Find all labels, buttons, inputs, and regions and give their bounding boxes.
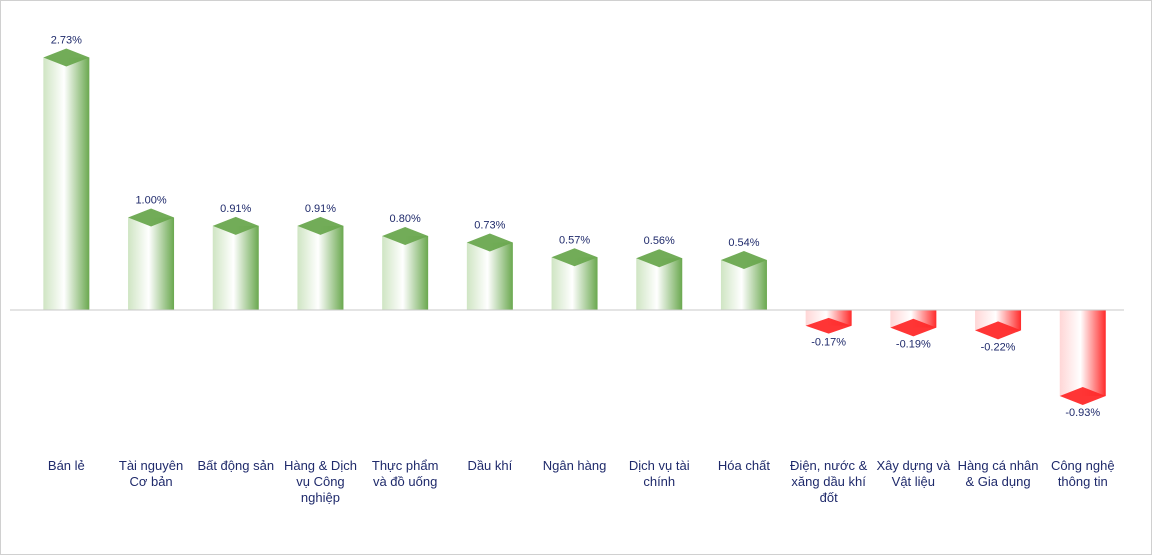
- bar-cap: [890, 318, 937, 337]
- value-label: 0.91%: [305, 203, 336, 215]
- bar-body: [128, 217, 175, 310]
- bar-body: [382, 236, 429, 310]
- bar-body: [212, 225, 259, 310]
- bar: [551, 248, 598, 310]
- bar-cap: [382, 227, 429, 245]
- bar: [636, 249, 683, 310]
- bar-body: [297, 225, 344, 310]
- bar: [890, 310, 937, 337]
- category-labels-group: Bán lẻ Tài nguyên Cơ bản Bất động sản Hàng &…: [48, 458, 1115, 505]
- category-label: Tài nguyên Cơ bản: [119, 458, 183, 489]
- value-label: 0.54%: [728, 237, 759, 249]
- bar: [720, 251, 767, 310]
- value-label: 0.80%: [390, 213, 421, 225]
- category-label: Bất động sản: [197, 458, 274, 473]
- value-label: 0.56%: [644, 235, 675, 247]
- bar-cap: [805, 317, 852, 334]
- value-label: -0.17%: [811, 337, 846, 349]
- bar-cap: [551, 248, 598, 267]
- value-label: 2.73%: [51, 34, 82, 46]
- bar: [297, 216, 344, 310]
- category-label: Xây dựng và Vật liệu: [876, 458, 951, 489]
- bar-cap: [1059, 387, 1106, 406]
- bar: [382, 227, 429, 310]
- bar: [466, 233, 513, 310]
- bar-cap: [720, 251, 767, 270]
- bar-body: [1059, 310, 1106, 397]
- category-label: Hàng & Dịch vụ Công nghiệp: [284, 458, 357, 505]
- bar-cap: [43, 48, 90, 67]
- category-label: Dầu khí: [467, 458, 512, 473]
- value-label: 0.91%: [220, 203, 251, 215]
- value-labels-group: 2.73% 1.00% 0.91% 0.91% 0.80% 0.73% 0.57% 0.56%…: [51, 34, 1101, 419]
- category-label: Dịch vụ tài chính: [629, 458, 690, 489]
- value-label: -0.93%: [1065, 407, 1100, 419]
- category-label: Ngân hàng: [543, 458, 607, 473]
- bar-cap: [212, 216, 259, 235]
- value-label: 1.00%: [135, 195, 166, 207]
- category-label: Điện, nước & xăng dầu khí đốt: [790, 458, 868, 505]
- bar: [805, 310, 852, 334]
- bar: [128, 208, 175, 310]
- bar-cap: [128, 208, 175, 227]
- category-label: Hàng cá nhân & Gia dụng: [958, 458, 1039, 489]
- bar-body: [466, 242, 513, 310]
- bar-cap: [297, 216, 344, 235]
- value-label: -0.22%: [981, 341, 1016, 353]
- bar-cap: [636, 249, 683, 268]
- bar-body: [43, 57, 90, 310]
- category-label: Bán lẻ: [48, 458, 85, 473]
- bar: [1059, 310, 1106, 406]
- bars-group: [43, 48, 1106, 406]
- value-label: -0.19%: [896, 339, 931, 351]
- bar-cap: [975, 321, 1022, 340]
- value-label: 0.73%: [474, 219, 505, 231]
- bar-cap: [466, 233, 513, 252]
- bar: [43, 48, 90, 310]
- category-label: Thực phẩm và đồ uống: [372, 458, 439, 489]
- category-label: Công nghệ thông tin: [1051, 458, 1115, 489]
- category-label: Hóa chất: [718, 458, 770, 473]
- bar: [975, 310, 1022, 340]
- value-label: 0.57%: [559, 234, 590, 246]
- bar: [212, 216, 259, 310]
- bar-body: [975, 310, 1022, 331]
